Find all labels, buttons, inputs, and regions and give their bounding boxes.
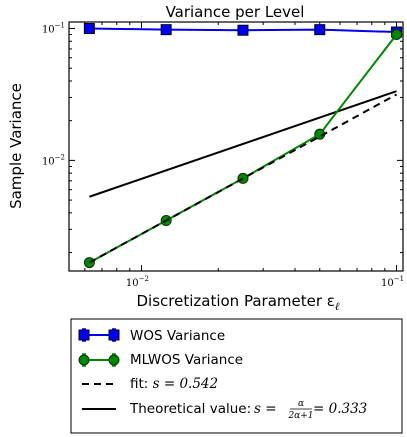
legend-label-fit: fit: s = 0.542: [130, 376, 218, 392]
data-point-wos: [314, 24, 326, 36]
legend-label-wos: WOS Variance: [130, 328, 225, 344]
legend-label-fit-math: s = 0.542: [153, 376, 218, 392]
y-tick-label: 10−2: [42, 153, 65, 167]
x-axis-label-subscript: ℓ: [335, 300, 340, 313]
y-axis-label: Sample Variance: [7, 83, 25, 209]
x-axis-label-text: Discretization Parameter ε: [137, 292, 335, 310]
legend-math-suffix: = 0.333: [313, 401, 367, 417]
series-layer: [83, 22, 403, 269]
chart-title: Variance per Level: [166, 3, 305, 21]
legend-entry-theoretical: Theoretical value: s = α 2α+1 = 0.333: [82, 399, 367, 421]
x-axis-label: Discretization Parameter εℓ: [137, 292, 340, 313]
series-line-3: [89, 90, 397, 198]
legend-marker-wos: [78, 328, 120, 342]
legend-entry-mlwos: MLWOS Variance: [78, 352, 243, 368]
legend-frac-numerator: α: [298, 399, 304, 409]
axis-ticks: 10−2 10−1 10−2 10−1: [42, 21, 404, 289]
y-tick-label: 10−1: [42, 21, 65, 35]
legend-square-marker: [108, 329, 120, 341]
legend-label-mlwos: MLWOS Variance: [130, 352, 243, 368]
legend-frac-denominator: 2α+1: [287, 411, 313, 421]
legend-entry-wos: WOS Variance: [78, 328, 225, 344]
data-point-wos: [83, 22, 95, 34]
data-point-wos: [237, 24, 249, 36]
plot-frame: [68, 21, 404, 272]
x-tick-label: 10−1: [381, 275, 404, 289]
legend-label-fit-text: fit:: [130, 376, 153, 392]
legend-label-theoretical: Theoretical value:: [129, 401, 251, 417]
legend: WOS Variance MLWOS Variance fit: s = 0.5…: [70, 318, 403, 434]
legend-entry-fit: fit: s = 0.542: [82, 376, 218, 392]
legend-marker-mlwos: [78, 353, 120, 367]
data-point-mlwos: [391, 29, 403, 41]
legend-circle-marker: [108, 354, 120, 366]
legend-frame: [70, 318, 403, 434]
data-point-mlwos: [237, 172, 249, 184]
series-line-2: [88, 93, 398, 264]
series-line-1: [88, 33, 398, 264]
legend-math-prefix: s =: [254, 401, 277, 417]
x-tick-label: 10−2: [126, 275, 149, 289]
data-point-wos: [160, 24, 172, 36]
legend-circle-marker: [78, 354, 90, 366]
legend-square-marker: [78, 329, 90, 341]
